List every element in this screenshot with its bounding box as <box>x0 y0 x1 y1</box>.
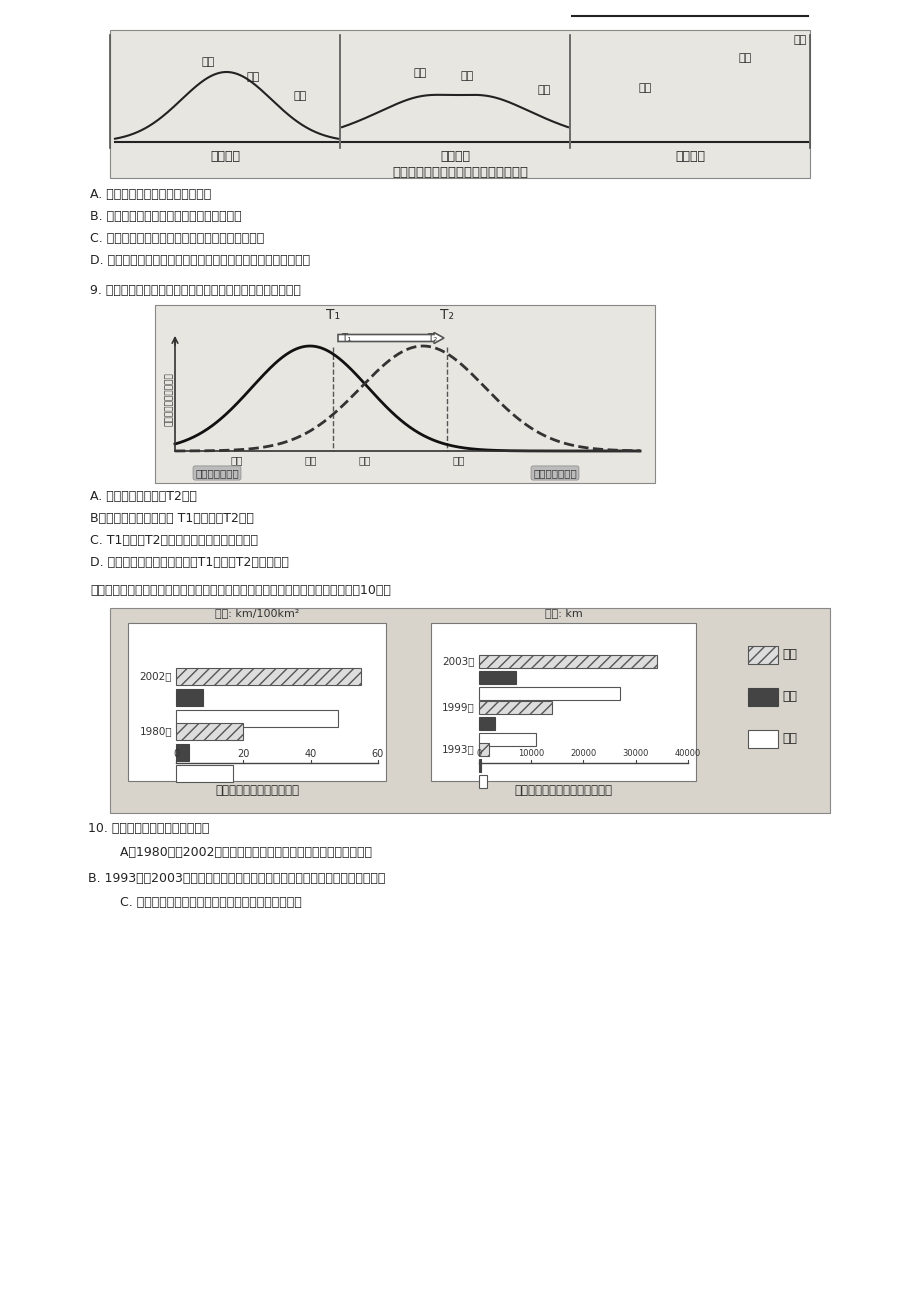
Text: 40000: 40000 <box>675 750 700 759</box>
Text: 钓鱼: 钓鱼 <box>358 454 371 465</box>
Text: 全国高速公路里程东西部比较图: 全国高速公路里程东西部比较图 <box>514 785 612 798</box>
FancyArrow shape <box>337 332 444 344</box>
Text: 东部: 东部 <box>781 733 796 746</box>
Text: B．对劳动力素质的要求 T1阶段高于T2阶段: B．对劳动力素质的要求 T1阶段高于T2阶段 <box>90 512 254 525</box>
Bar <box>154 305 654 483</box>
Text: 中心: 中心 <box>413 68 426 78</box>
Text: 40: 40 <box>304 749 316 759</box>
Text: 1999年: 1999年 <box>442 703 474 712</box>
Text: D. 廉价劳动力数量减少会加速T1阶段到T2阶段的进程: D. 廉价劳动力数量减少会加速T1阶段到T2阶段的进程 <box>90 556 289 569</box>
Text: 读《东西部公路网密度变化比较图》和检国高速公路里程东西部比较图》，回答第10题。: 读《东西部公路网密度变化比较图》和检国高速公路里程东西部比较图》，回答第10题。 <box>90 585 391 598</box>
Text: 城市人口集聚优势区位转移规律示意图: 城市人口集聚优势区位转移规律示意图 <box>391 167 528 180</box>
Bar <box>479 655 656 668</box>
Text: 0: 0 <box>476 750 482 759</box>
Text: 外围: 外围 <box>792 35 806 46</box>
Text: 单位: km: 单位: km <box>544 608 582 618</box>
Bar <box>479 775 487 788</box>
Text: C. 城市交通条件改善有利于提高外围人口集聚优势: C. 城市交通条件改善有利于提高外围人口集聚优势 <box>90 233 264 246</box>
Bar <box>479 687 619 700</box>
Text: 边缘: 边缘 <box>246 72 259 82</box>
Text: 全国: 全国 <box>781 648 796 661</box>
Bar <box>747 646 777 664</box>
Bar <box>176 766 233 783</box>
Text: 在产业整体中所占份额: 在产业整体中所占份额 <box>165 372 174 426</box>
Text: 外围: 外围 <box>537 85 550 95</box>
Text: B. 三阶段中中心区地价最昂贵的是第一阶段: B. 三阶段中中心区地价最昂贵的是第一阶段 <box>90 211 242 224</box>
Bar <box>479 700 551 713</box>
Text: T₁: T₁ <box>341 333 351 342</box>
Text: 《低附加值产品: 《低附加值产品 <box>195 467 239 478</box>
Text: 10. 有关上面两图的说法正确的是: 10. 有关上面两图的说法正确的是 <box>88 822 210 835</box>
Text: 高附加值产品》: 高附加值产品》 <box>532 467 576 478</box>
Text: C. 我国西部路网密度增加慢最主要是因为人口密度低: C. 我国西部路网密度增加慢最主要是因为人口密度低 <box>108 897 301 910</box>
Text: 第一阶段: 第一阶段 <box>210 151 240 164</box>
Text: 边缘: 边缘 <box>738 53 751 62</box>
Text: T₁: T₁ <box>325 309 340 322</box>
Text: 第三阶段: 第三阶段 <box>675 151 704 164</box>
Text: B. 1993年至2003年我国东部高速公路里程变化量小于全国高速公路里程变化量: B. 1993年至2003年我国东部高速公路里程变化量小于全国高速公路里程变化量 <box>88 871 385 884</box>
Text: 1993年: 1993年 <box>442 745 474 754</box>
Text: 60: 60 <box>371 749 384 759</box>
Text: 30000: 30000 <box>622 750 648 759</box>
Text: A. 我国西部地区处于T2阶段: A. 我国西部地区处于T2阶段 <box>90 490 197 503</box>
Bar <box>747 687 777 706</box>
Text: 10000: 10000 <box>517 750 544 759</box>
Bar <box>479 733 536 746</box>
Text: A．1980年至2002年我国东部路密度变化量小于全国路密度变化量: A．1980年至2002年我国东部路密度变化量小于全国路密度变化量 <box>108 846 371 859</box>
Bar <box>747 730 777 749</box>
Text: D. 第三阶段中心区人口集聚优势下降的主要原因是地租水平下降: D. 第三阶段中心区人口集聚优势下降的主要原因是地租水平下降 <box>90 254 310 267</box>
Bar <box>176 689 203 706</box>
Bar <box>176 710 337 727</box>
Bar <box>176 743 189 760</box>
Text: 0: 0 <box>173 749 179 759</box>
Text: 家电: 家电 <box>304 454 317 465</box>
Text: C. T1阶段至T2阶段过程中最低工资标准降低: C. T1阶段至T2阶段过程中最低工资标准降低 <box>90 534 257 547</box>
Text: T₂: T₂ <box>426 333 437 342</box>
Text: 中心: 中心 <box>638 83 651 92</box>
Text: 2003年: 2003年 <box>442 656 474 667</box>
Bar <box>176 723 243 740</box>
Text: 纵织: 纵织 <box>231 454 243 465</box>
Text: 20: 20 <box>237 749 249 759</box>
Text: 20000: 20000 <box>570 750 596 759</box>
Text: 9. 下图为「产业升级示意图」，读图判断下列说法最可信的是: 9. 下图为「产业升级示意图」，读图判断下列说法最可信的是 <box>90 284 301 297</box>
Text: 2002年: 2002年 <box>140 672 172 681</box>
Text: 外围: 外围 <box>293 91 306 102</box>
Bar <box>128 622 386 781</box>
Text: A. 我国目前多数城市处于第三阶段: A. 我国目前多数城市处于第三阶段 <box>90 189 211 202</box>
Bar <box>430 622 696 781</box>
Bar <box>110 30 809 178</box>
Bar <box>479 759 481 772</box>
Text: 西部: 西部 <box>781 690 796 703</box>
Bar <box>110 608 829 812</box>
Text: 中心: 中心 <box>201 57 214 66</box>
Bar <box>479 743 489 756</box>
Text: 边缘: 边缘 <box>460 72 473 81</box>
Text: 汽车: 汽车 <box>452 454 465 465</box>
Text: 第二阶段: 第二阶段 <box>439 151 470 164</box>
Text: 东西部路网密度变化比较图: 东西部路网密度变化比较图 <box>215 785 299 798</box>
Bar <box>176 668 361 685</box>
Text: T₂: T₂ <box>439 309 453 322</box>
Text: 单位: km/100km²: 单位: km/100km² <box>214 608 299 618</box>
Bar <box>479 671 515 684</box>
Bar <box>479 717 494 730</box>
Text: 1980年: 1980年 <box>139 727 172 737</box>
